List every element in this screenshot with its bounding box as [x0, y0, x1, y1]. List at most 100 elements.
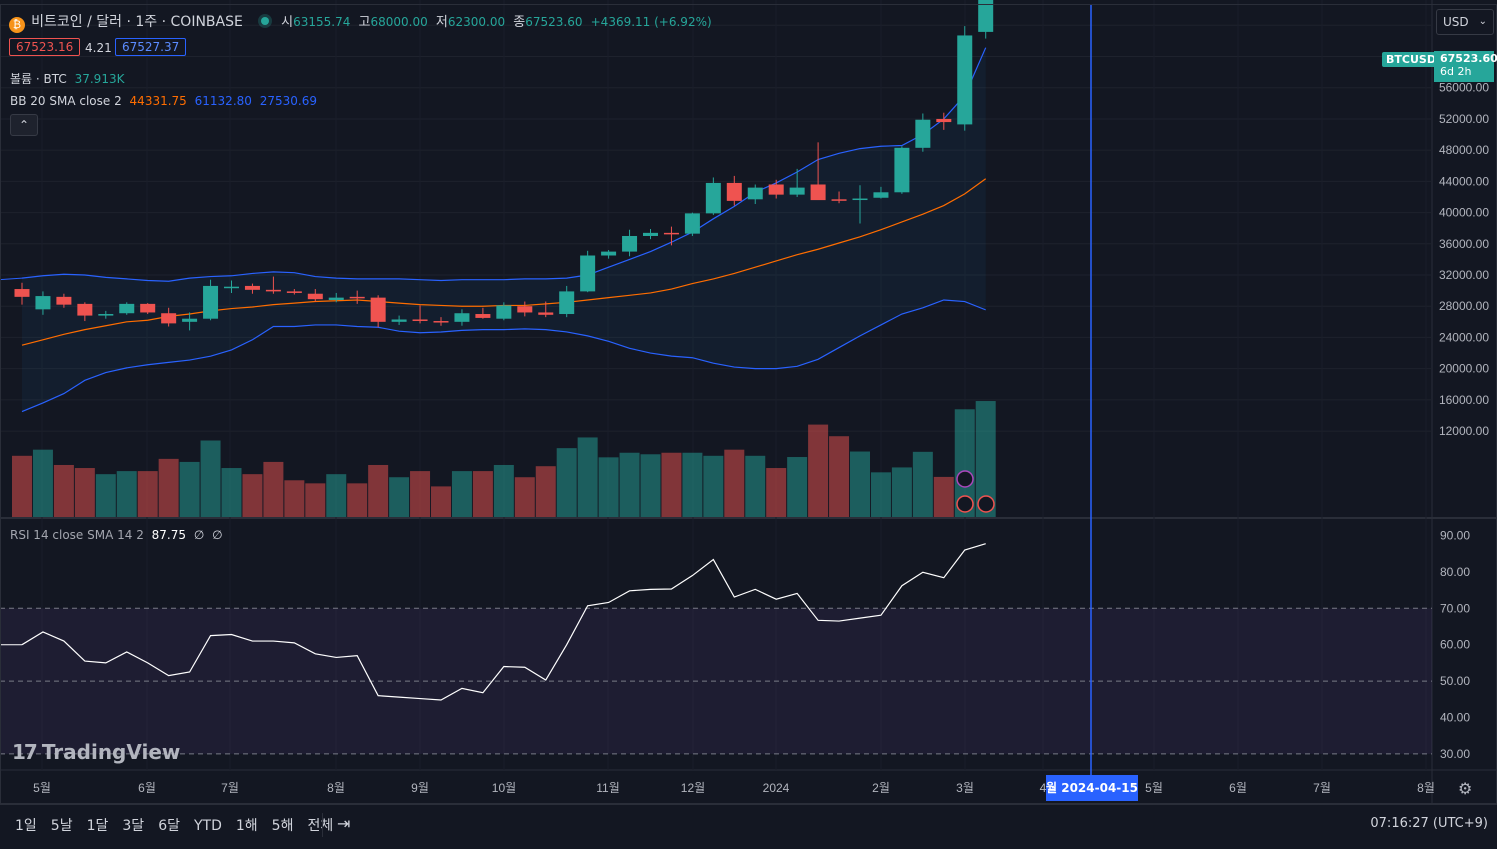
- candle-body: [789, 187, 805, 195]
- price-tick-label: 12000.00: [1439, 424, 1489, 438]
- candle: [412, 305, 428, 324]
- range-1d[interactable]: 1일: [15, 818, 37, 834]
- candle-body: [161, 313, 177, 324]
- volume-bar: [682, 452, 703, 517]
- candle: [580, 250, 596, 293]
- range-1y[interactable]: 1해: [235, 818, 258, 834]
- price-tick-label: 56000.00: [1439, 81, 1489, 95]
- candle: [601, 250, 617, 259]
- collapse-legend-button[interactable]: ⌃: [10, 114, 38, 136]
- candle-body: [119, 303, 135, 314]
- open-label: 시: [281, 15, 294, 30]
- candle-body: [894, 147, 910, 193]
- rsi-legend: RSI 14 close SMA 14 2 87.75 ∅ ∅: [10, 528, 223, 542]
- candle: [496, 302, 512, 321]
- volume-bar: [975, 401, 996, 517]
- currency-value: USD: [1443, 15, 1469, 29]
- candle-body: [140, 303, 156, 313]
- us-flag-icon: [956, 495, 974, 513]
- candle-body: [957, 35, 973, 125]
- candle-body: [224, 286, 239, 289]
- volume-bar: [514, 477, 535, 517]
- spread-value: 4.21: [85, 41, 112, 55]
- range-5d[interactable]: 5날: [50, 818, 73, 834]
- range-ytd[interactable]: YTD: [193, 818, 222, 834]
- date-range-icon[interactable]: ⇥: [337, 814, 351, 833]
- flash-event-icon: [956, 470, 974, 488]
- candle-body: [747, 187, 763, 200]
- rsi-tick-label: 80.00: [1440, 565, 1470, 579]
- price-tick-label: 48000.00: [1439, 143, 1489, 157]
- candle-body: [56, 296, 72, 305]
- header-legend: ₿ 비트코인 / 달러 · 1주 · COINBASE 시63155.74 고6…: [9, 11, 712, 33]
- volume-value: 37.913K: [74, 72, 125, 86]
- range-6m[interactable]: 6달: [158, 818, 180, 834]
- volume-bar: [850, 451, 870, 517]
- clock[interactable]: 07:16:27 (UTC+9): [1370, 816, 1488, 831]
- tradingview-logo-icon: 17: [12, 740, 38, 764]
- range-all[interactable]: 전체: [307, 818, 334, 834]
- range-1m[interactable]: 1달: [86, 818, 109, 834]
- time-tick-label: 8월: [327, 781, 345, 795]
- candle: [915, 113, 931, 152]
- gear-icon[interactable]: ⚙: [1458, 779, 1473, 798]
- candle: [391, 315, 407, 325]
- candle: [265, 276, 281, 294]
- rsi-tick-label: 60.00: [1440, 638, 1470, 652]
- open-value: 63155.74: [293, 15, 351, 29]
- rsi-na-1: ∅: [193, 528, 205, 542]
- low-value: 62300.00: [447, 15, 506, 29]
- candle: [852, 185, 868, 224]
- candle: [622, 229, 638, 257]
- volume-bar: [912, 451, 933, 517]
- candle-body: [349, 296, 365, 299]
- volume-bar: [808, 424, 829, 517]
- candle: [328, 292, 344, 303]
- candle: [810, 142, 826, 201]
- range-3m[interactable]: 3달: [122, 818, 145, 834]
- volume-bar: [640, 454, 661, 517]
- bb-upper-line: [21, 47, 987, 282]
- candle-body: [831, 199, 847, 201]
- range-buttons: 1일 5날 1달 3달 6달 YTD 1해 5해 전체: [15, 815, 347, 835]
- rsi-tick-label: 50.00: [1440, 674, 1470, 688]
- ask-price-box[interactable]: 67527.37: [115, 38, 187, 56]
- bid-price-box[interactable]: 67523.16: [9, 38, 81, 56]
- candle: [559, 285, 575, 318]
- volume-bar: [179, 461, 200, 517]
- time-tick-label: 3월: [956, 781, 974, 795]
- range-5y[interactable]: 5해: [271, 818, 294, 834]
- candle: [286, 289, 302, 295]
- candle-body: [286, 291, 302, 293]
- rsi-tick-label: 40.00: [1440, 711, 1470, 725]
- candle: [98, 310, 114, 319]
- candle: [936, 112, 952, 130]
- close-label: 종: [513, 15, 526, 30]
- volume-bar: [472, 471, 493, 517]
- volume-bar: [954, 409, 975, 517]
- bb-label: BB 20 SMA close 2: [10, 94, 122, 108]
- candle: [119, 302, 135, 315]
- candle-body: [601, 251, 617, 256]
- candle: [663, 226, 679, 246]
- candle: [705, 177, 721, 215]
- candle-body: [643, 232, 658, 236]
- candle-body: [433, 321, 449, 323]
- candle-body: [915, 119, 931, 148]
- symbol-price-tag: BTCUSD: [1382, 52, 1440, 67]
- candle: [894, 146, 910, 194]
- time-tick-label: 6월: [1229, 781, 1247, 795]
- candle: [978, 0, 994, 39]
- last-price-tag: 67523.60 6d 2h: [1434, 51, 1497, 82]
- candle: [307, 289, 323, 302]
- symbol-title[interactable]: 비트코인 / 달러 · 1주 · COINBASE: [31, 14, 243, 30]
- candle-body: [684, 213, 700, 234]
- crosshair-date-label: 월 2024-04-15: [1046, 775, 1138, 801]
- volume-bar: [619, 452, 640, 517]
- volume-bar: [891, 467, 912, 517]
- candle-body: [370, 297, 386, 322]
- price-tick-label: 32000.00: [1439, 268, 1489, 282]
- currency-select[interactable]: USD ⌄: [1436, 9, 1494, 35]
- candle-body: [244, 285, 260, 290]
